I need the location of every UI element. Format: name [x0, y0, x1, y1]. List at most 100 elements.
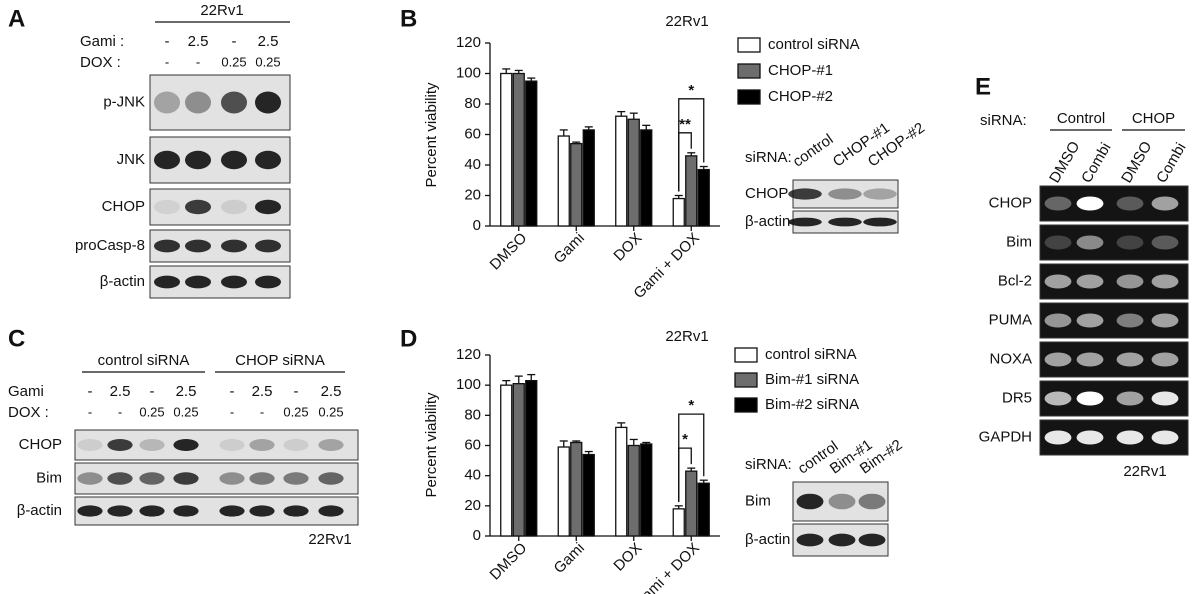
treatment-label: Gami: [8, 383, 44, 400]
band: [318, 439, 344, 451]
cell-line-label: 22Rv1: [200, 2, 243, 19]
band: [283, 439, 309, 451]
blot-label: Bcl-2: [998, 272, 1032, 289]
band: [1151, 391, 1179, 406]
band: [139, 505, 165, 517]
bar: [525, 80, 538, 227]
lane-dose: 0.25: [255, 54, 280, 69]
band: [173, 439, 199, 451]
x-tick-label: DOX: [610, 540, 645, 575]
blot-label: p-JNK: [103, 93, 145, 110]
band: [788, 217, 822, 227]
lane-dose: 2.5: [252, 383, 273, 400]
band: [1076, 196, 1104, 211]
legend-label: Bim-#2 siRNA: [765, 396, 859, 413]
band: [107, 439, 133, 451]
band: [254, 91, 282, 114]
blot-label: JNK: [117, 151, 145, 168]
y-tick-label: 40: [464, 467, 481, 484]
bar: [557, 135, 570, 227]
band: [254, 239, 282, 253]
lane-dose: 0.25: [283, 404, 308, 419]
lane-dose: -: [230, 383, 235, 400]
y-tick-label: 100: [456, 64, 481, 81]
band: [1151, 196, 1179, 211]
panel-letter: C: [8, 325, 25, 352]
lane-dose: -: [165, 54, 169, 69]
cell-line-label: 22Rv1: [1123, 463, 1166, 480]
bar: [500, 72, 513, 227]
band: [107, 505, 133, 517]
lane-dose: 2.5: [258, 33, 279, 50]
band: [1044, 430, 1072, 445]
band: [220, 239, 248, 253]
y-tick-label: 60: [464, 436, 481, 453]
band: [1076, 313, 1104, 328]
y-tick-label: 120: [456, 34, 481, 51]
treatment-label: DOX :: [8, 404, 49, 421]
y-tick-label: 120: [456, 346, 481, 363]
band: [1151, 430, 1179, 445]
band: [173, 472, 199, 485]
legend-label: Bim-#1 siRNA: [765, 371, 859, 388]
blot-label: Bim: [745, 492, 771, 509]
band: [828, 188, 862, 200]
band: [1044, 313, 1072, 328]
band: [184, 199, 212, 215]
significance-label: *: [682, 431, 688, 448]
lane-dose: 0.25: [139, 404, 164, 419]
band: [1044, 274, 1072, 289]
band: [153, 150, 181, 170]
bar: [570, 142, 583, 227]
bar: [672, 197, 685, 227]
band: [796, 493, 824, 510]
bar: [557, 446, 570, 537]
bar: [500, 384, 513, 537]
legend-label: control siRNA: [768, 36, 860, 53]
legend-swatch: [734, 372, 758, 388]
lane-dose: 2.5: [321, 383, 342, 400]
band: [788, 188, 822, 200]
band: [1116, 196, 1144, 211]
y-axis-label: Percent viability: [423, 82, 440, 188]
lane-dose: -: [88, 383, 93, 400]
band: [153, 199, 181, 215]
chart-title: 22Rv1: [665, 328, 708, 345]
band: [220, 150, 248, 170]
band: [220, 199, 248, 215]
panel-letter: E: [975, 73, 991, 100]
band: [249, 505, 275, 517]
band: [139, 439, 165, 451]
band: [1116, 274, 1144, 289]
cell-line-label: 22Rv1: [308, 531, 351, 548]
y-tick-label: 20: [464, 497, 481, 514]
legend-swatch: [737, 63, 761, 79]
blot-label: GAPDH: [979, 428, 1032, 445]
bar: [627, 118, 640, 227]
bar: [697, 168, 710, 227]
bar: [685, 470, 698, 537]
lane-dose: -: [88, 404, 92, 419]
band: [184, 150, 212, 170]
sirna-label: siRNA:: [980, 112, 1027, 129]
band: [1076, 391, 1104, 406]
band: [249, 472, 275, 485]
bar: [582, 453, 595, 537]
band: [863, 217, 897, 227]
bar: [512, 383, 525, 537]
band: [220, 275, 248, 289]
lane-dose: 2.5: [176, 383, 197, 400]
bar: [512, 72, 525, 227]
band: [1076, 235, 1104, 250]
legend-swatch: [734, 397, 758, 413]
x-tick-label: DMSO: [487, 230, 531, 274]
band: [828, 533, 856, 547]
band: [173, 505, 199, 517]
legend-label: CHOP-#1: [768, 62, 833, 79]
band: [249, 439, 275, 451]
bar: [685, 155, 698, 227]
lane-dose: -: [260, 404, 264, 419]
x-tick-label: DOX: [610, 230, 645, 265]
bar: [640, 443, 653, 537]
